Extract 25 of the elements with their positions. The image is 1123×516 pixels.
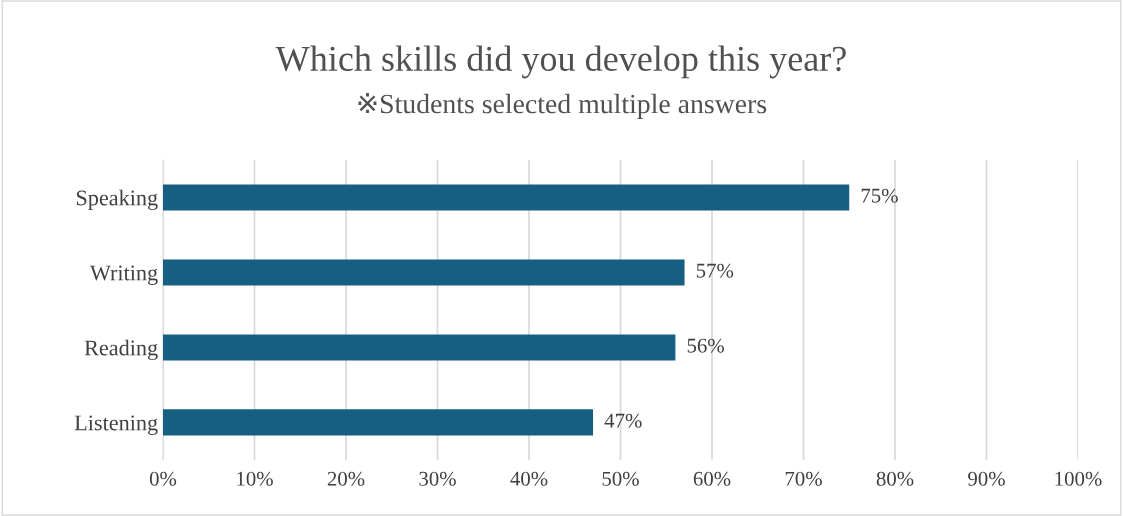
x-tick-label: 40% [510, 471, 548, 486]
x-tick-label: 70% [785, 471, 822, 486]
y-tick-label: Writing [89, 265, 158, 285]
data-label: 75% [861, 188, 898, 203]
chart-subtitle: ※Students selected multiple answers [358, 92, 767, 120]
x-tick-label: 60% [693, 471, 731, 486]
data-label: 57% [696, 263, 734, 278]
bar [163, 409, 594, 436]
x-tick-label: 20% [327, 471, 365, 486]
data-label: 47% [604, 413, 642, 428]
chart-title: Which skills did you develop this year? [275, 45, 846, 79]
x-tick-label: 0% [149, 471, 177, 486]
bar [163, 184, 850, 211]
x-tick-label: 30% [419, 471, 456, 486]
y-tick-label: Listening [74, 415, 158, 435]
y-tick-label: Speaking [76, 189, 158, 211]
x-tick-label: 100% [1055, 471, 1102, 486]
x-tick-label: 90% [968, 471, 1005, 486]
y-tick-label: Reading [84, 339, 158, 361]
data-label: 56% [687, 338, 724, 353]
bar [163, 259, 685, 286]
bar [163, 334, 676, 361]
x-tick-label: 10% [237, 471, 273, 486]
x-tick-label: 50% [602, 471, 639, 486]
x-tick-label: 80% [876, 471, 914, 486]
